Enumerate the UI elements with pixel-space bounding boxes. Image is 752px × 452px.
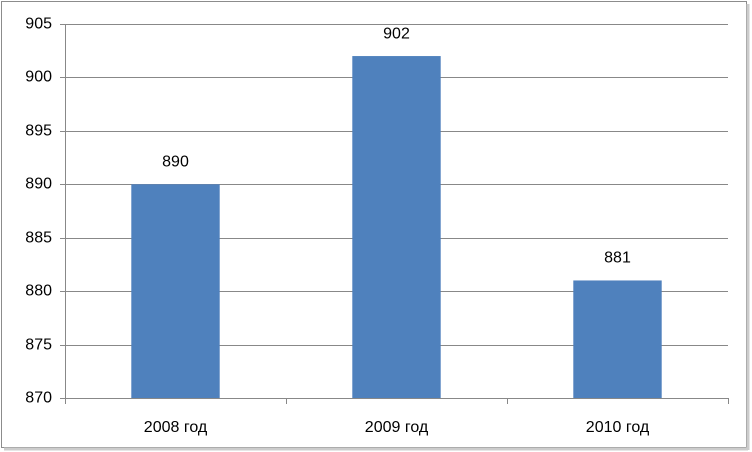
x-tick-label: 2008 год — [144, 419, 208, 436]
bar — [131, 184, 220, 398]
y-tick-label: 905 — [25, 16, 52, 33]
data-label: 902 — [383, 25, 410, 42]
y-tick-label: 880 — [25, 283, 52, 300]
data-label: 890 — [162, 154, 189, 171]
x-tick-label: 2009 год — [365, 419, 429, 436]
bar — [573, 280, 662, 398]
y-tick-label: 870 — [25, 390, 52, 407]
bar — [352, 56, 441, 399]
x-tick-label: 2010 год — [586, 419, 650, 436]
data-label: 881 — [604, 250, 631, 267]
y-tick-label: 890 — [25, 176, 52, 193]
y-tick-label: 900 — [25, 69, 52, 86]
y-tick-label: 875 — [25, 337, 52, 354]
y-tick-label: 895 — [25, 123, 52, 140]
y-tick-label: 885 — [25, 230, 52, 247]
